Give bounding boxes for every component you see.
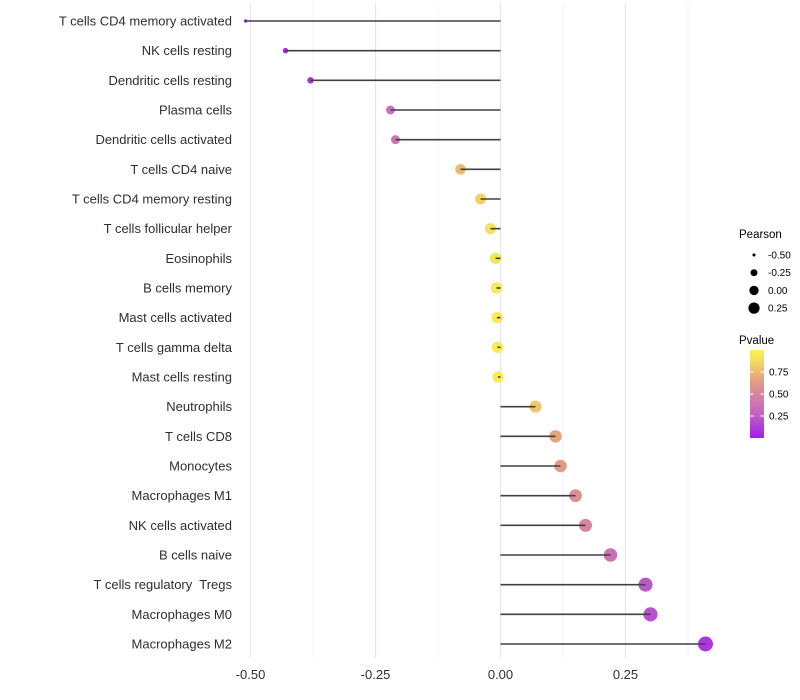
colorbar-tick-label: 0.25 — [769, 412, 789, 423]
legend-size-label: 0.00 — [768, 286, 788, 297]
legend-size-dot — [748, 302, 760, 314]
y-axis-label: Macrophages M1 — [132, 488, 232, 503]
y-axis-label: Eosinophils — [166, 251, 233, 266]
colorbar-labels: 0.75 0.50 0.25 — [769, 368, 789, 423]
y-axis-label: T cells CD4 naive — [130, 162, 232, 177]
x-tick-label: -0.25 — [361, 667, 391, 682]
y-axis-label: Macrophages M2 — [132, 637, 232, 652]
size-legend-entries: -0.50 -0.25 0.00 0.25 — [748, 251, 791, 315]
legend-size-label: 0.25 — [768, 304, 788, 315]
y-axis-labels: T cells CD4 memory activated NK cells res… — [59, 14, 233, 652]
y-axis-label: Dendritic cells resting — [108, 73, 232, 88]
y-axis-label: T cells CD4 memory resting — [72, 192, 232, 207]
y-axis-label: Mast cells resting — [132, 370, 232, 385]
y-axis-label: Plasma cells — [159, 103, 232, 118]
x-axis-labels: -0.50 -0.25 0.00 0.25 — [236, 667, 638, 682]
data-points — [243, 19, 714, 652]
y-axis-label: T cells regulatory Tregs — [94, 577, 233, 592]
legend-size-label: -0.25 — [768, 268, 791, 279]
x-tick-label: 0.25 — [613, 667, 638, 682]
y-axis-label: Dendritic cells activated — [95, 132, 232, 147]
y-axis-label: T cells gamma delta — [116, 340, 233, 355]
legend: Pearson -0.50-0.250.000.25 Pvalue 0.750.… — [739, 229, 791, 438]
y-axis-label: T cells CD4 memory activated — [59, 14, 232, 29]
y-axis-label: T cells follicular helper — [104, 221, 233, 236]
y-axis-label: Macrophages M0 — [132, 607, 232, 622]
colorbar-ticks — [750, 371, 764, 417]
y-axis-label: Mast cells activated — [119, 310, 232, 325]
colorbar-tick-label: 0.50 — [769, 390, 789, 401]
y-axis-label: NK cells resting — [142, 43, 232, 58]
gridlines — [249, 3, 689, 658]
y-axis-label: T cells CD8 — [165, 429, 232, 444]
colorbar-tick-label: 0.75 — [769, 368, 789, 379]
y-axis-label: B cells naive — [159, 548, 232, 563]
y-axis-label: Neutrophils — [166, 399, 232, 414]
legend-size-dot — [750, 269, 758, 277]
color-legend-title: Pvalue — [739, 335, 774, 347]
lollipop-sticks — [245, 20, 706, 645]
legend-size-dot — [752, 253, 756, 257]
x-tick-label: 0.00 — [488, 667, 513, 682]
size-legend-title: Pearson — [739, 229, 782, 241]
x-tick-label: -0.50 — [236, 667, 266, 682]
y-axis-label: Monocytes — [169, 459, 232, 474]
y-axis-label: NK cells activated — [129, 518, 232, 533]
y-axis-label: B cells memory — [143, 281, 232, 296]
legend-size-label: -0.50 — [768, 251, 791, 262]
legend-size-dot — [749, 285, 759, 296]
